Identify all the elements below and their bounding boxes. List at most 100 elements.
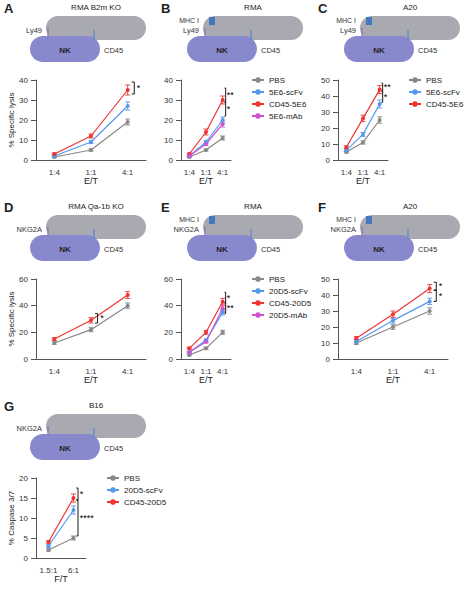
svg-text:NK: NK (373, 245, 385, 254)
svg-text:**: ** (227, 303, 235, 313)
svg-text:6:1: 6:1 (68, 566, 80, 575)
svg-text:40: 40 (19, 301, 28, 310)
svg-text:*: * (384, 92, 388, 102)
svg-text:0: 0 (169, 156, 174, 165)
svg-text:0: 0 (326, 156, 331, 165)
svg-text:15: 15 (19, 494, 28, 503)
svg-text:CD45-5E6: CD45-5E6 (426, 100, 464, 109)
svg-text:NKG2A: NKG2A (174, 225, 199, 234)
svg-text:20: 20 (321, 124, 330, 133)
svg-text:PBS: PBS (124, 474, 140, 483)
svg-text:NKG2A: NKG2A (331, 225, 356, 234)
svg-text:CD45: CD45 (104, 46, 123, 55)
svg-text:1:4: 1:4 (49, 367, 61, 376)
svg-text:Ly49: Ly49 (26, 26, 42, 35)
svg-text:1.5:1: 1.5:1 (40, 566, 58, 575)
svg-text:1:1: 1:1 (387, 367, 399, 376)
svg-text:30: 30 (321, 307, 330, 316)
svg-text:RMA B2m KO: RMA B2m KO (71, 3, 121, 12)
svg-text:MHC I: MHC I (179, 216, 199, 223)
svg-text:60: 60 (19, 275, 28, 284)
svg-text:*: * (100, 313, 104, 323)
svg-text:4:1: 4:1 (217, 168, 229, 177)
svg-text:% Specific lysis: % Specific lysis (7, 92, 16, 147)
svg-text:RMA Qa-1b KO: RMA Qa-1b KO (68, 202, 124, 211)
svg-text:B16: B16 (89, 401, 104, 410)
svg-text:MHC I: MHC I (179, 17, 199, 24)
svg-text:*: * (227, 293, 231, 303)
svg-text:NK: NK (373, 46, 385, 55)
svg-text:1:1: 1:1 (200, 367, 212, 376)
svg-text:5: 5 (24, 534, 29, 543)
svg-text:30: 30 (19, 96, 28, 105)
svg-text:CD45: CD45 (418, 245, 437, 254)
svg-text:A: A (4, 1, 14, 16)
svg-text:20D5-scFv: 20D5-scFv (124, 486, 163, 495)
svg-text:A20: A20 (403, 202, 418, 211)
svg-text:E/T: E/T (356, 176, 371, 186)
svg-text:CD45-5E6: CD45-5E6 (269, 100, 307, 109)
svg-text:60: 60 (164, 275, 173, 284)
svg-text:10: 10 (164, 136, 173, 145)
svg-text:5E6-scFv: 5E6-scFv (269, 88, 303, 97)
svg-text:% Caspase 3/7: % Caspase 3/7 (7, 490, 16, 545)
svg-text:F/T: F/T (54, 574, 68, 584)
svg-text:PBS: PBS (269, 275, 285, 284)
svg-text:0: 0 (24, 355, 29, 364)
svg-text:Ly49: Ly49 (183, 26, 199, 35)
svg-text:50: 50 (321, 76, 330, 85)
svg-text:E/T: E/T (84, 176, 99, 186)
svg-text:40: 40 (321, 92, 330, 101)
svg-text:**: ** (227, 90, 235, 100)
svg-text:4:1: 4:1 (424, 367, 436, 376)
svg-text:20: 20 (19, 116, 28, 125)
svg-text:A20: A20 (403, 3, 418, 12)
svg-text:0: 0 (326, 355, 331, 364)
svg-text:4:1: 4:1 (217, 367, 229, 376)
svg-text:E/T: E/T (84, 375, 99, 385)
svg-text:NKG2A: NKG2A (17, 225, 42, 234)
svg-text:30: 30 (164, 96, 173, 105)
svg-text:1:4: 1:4 (184, 168, 196, 177)
svg-text:10: 10 (321, 339, 330, 348)
svg-text:% Specific lysis: % Specific lysis (7, 291, 16, 346)
svg-text:B: B (161, 1, 170, 16)
svg-text:G: G (4, 399, 14, 414)
svg-text:E: E (161, 200, 170, 215)
svg-text:*: * (227, 104, 231, 114)
svg-text:E/T: E/T (199, 176, 214, 186)
svg-text:NK: NK (59, 46, 71, 55)
svg-text:*: * (439, 281, 443, 291)
svg-text:RMA: RMA (244, 3, 262, 12)
svg-text:CD45: CD45 (418, 46, 437, 55)
svg-text:4:1: 4:1 (122, 168, 134, 177)
svg-text:0: 0 (24, 156, 29, 165)
svg-text:PBS: PBS (269, 76, 285, 85)
svg-text:E/T: E/T (386, 375, 401, 385)
svg-text:1:1: 1:1 (85, 367, 97, 376)
svg-text:1:1: 1:1 (85, 168, 97, 177)
svg-text:50: 50 (321, 275, 330, 284)
svg-text:C: C (318, 1, 328, 16)
svg-text:1:4: 1:4 (49, 168, 61, 177)
svg-text:CD45: CD45 (261, 245, 280, 254)
svg-text:NK: NK (59, 444, 71, 453)
svg-text:20D5-mAb: 20D5-mAb (269, 311, 308, 320)
svg-text:1:4: 1:4 (184, 367, 196, 376)
svg-text:5E6-scFv: 5E6-scFv (426, 88, 460, 97)
svg-text:40: 40 (19, 76, 28, 85)
svg-text:MHC I: MHC I (336, 216, 356, 223)
svg-text:4:1: 4:1 (122, 367, 134, 376)
svg-text:CD45: CD45 (261, 46, 280, 55)
svg-text:10: 10 (19, 136, 28, 145)
svg-text:0: 0 (24, 554, 29, 563)
svg-text:D: D (4, 200, 13, 215)
svg-text:CD45-20D5: CD45-20D5 (269, 299, 312, 308)
svg-text:NK: NK (216, 245, 228, 254)
svg-text:1:4: 1:4 (341, 168, 353, 177)
svg-text:40: 40 (321, 291, 330, 300)
svg-text:E/T: E/T (199, 375, 214, 385)
svg-text:20: 20 (164, 116, 173, 125)
svg-text:CD45: CD45 (104, 444, 123, 453)
svg-text:40: 40 (164, 76, 173, 85)
